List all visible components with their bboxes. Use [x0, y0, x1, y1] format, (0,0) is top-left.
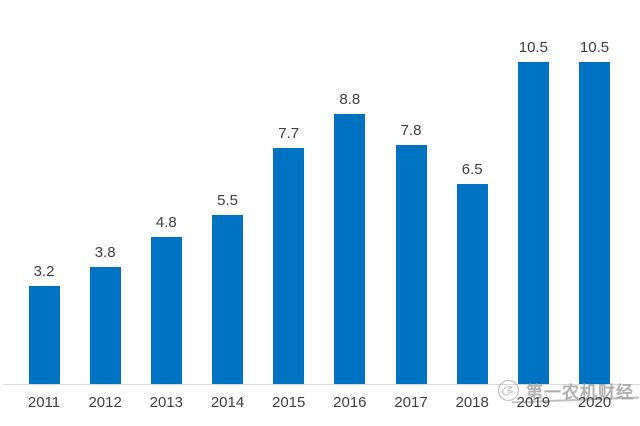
- bar-2011: [28, 286, 60, 384]
- bar-2017: [395, 145, 427, 384]
- tick-label-2017: 2017: [394, 394, 428, 411]
- value-label-2016: 8.8: [339, 91, 361, 108]
- value-label-2015: 7.7: [278, 125, 300, 142]
- value-label-2011: 3.2: [33, 263, 55, 280]
- value-label-2020: 10.5: [579, 39, 610, 56]
- bar-2016: [334, 114, 366, 384]
- value-label-2017: 7.8: [400, 122, 422, 139]
- bar-2012: [89, 267, 121, 384]
- tick-label-2011: 2011: [27, 394, 61, 411]
- value-label-2013: 4.8: [155, 214, 177, 231]
- value-label-2018: 6.5: [461, 161, 483, 178]
- value-label-2012: 3.8: [94, 244, 116, 261]
- tick-label-2013: 2013: [149, 394, 184, 411]
- bar-2013: [150, 237, 182, 384]
- tick-label-2012: 2012: [88, 394, 122, 411]
- tick-label-2020: 2020: [577, 394, 612, 411]
- bar-2018: [456, 184, 488, 384]
- x-axis-line: [3, 384, 640, 385]
- tick-label-2019: 2019: [516, 394, 551, 411]
- bar-2015: [273, 148, 305, 384]
- tick-label-2016: 2016: [333, 394, 367, 411]
- bar-2020: [579, 62, 611, 384]
- tick-label-2018: 2018: [455, 394, 489, 411]
- tick-label-2015: 2015: [271, 394, 306, 411]
- tick-label-2014: 2014: [210, 394, 245, 411]
- bar-2014: [212, 215, 243, 384]
- value-label-2014: 5.5: [217, 192, 238, 209]
- value-label-2019: 10.5: [518, 39, 548, 56]
- bar-2019: [517, 62, 549, 384]
